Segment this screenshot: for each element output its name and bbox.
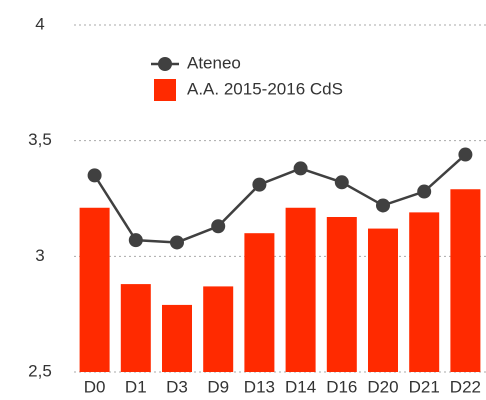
x-tick-label: D20	[367, 377, 398, 396]
line	[93, 153, 467, 244]
bar	[79, 207, 110, 372]
marker	[170, 235, 184, 250]
x-tick-label: D16	[326, 377, 357, 396]
x-tick-label: D1	[125, 377, 147, 396]
x-tick-label: D21	[409, 377, 440, 396]
bar	[368, 228, 398, 372]
marker	[211, 219, 226, 234]
y-tick-label: 2,5	[28, 361, 52, 380]
bar	[120, 284, 151, 372]
marker	[128, 233, 143, 248]
bar	[450, 189, 481, 372]
bar	[203, 286, 234, 372]
bar	[285, 207, 316, 372]
marker	[87, 168, 102, 183]
bar	[326, 217, 357, 372]
marker	[417, 184, 432, 199]
x-tick-label: D14	[285, 377, 316, 396]
bar	[244, 233, 275, 372]
marker	[293, 161, 308, 176]
legend-swatch	[154, 79, 176, 101]
marker	[376, 198, 390, 213]
y-tick-label: 3	[35, 246, 44, 265]
x-tick-label: D22	[450, 377, 481, 396]
bar	[409, 212, 440, 372]
legend-label: Ateneo	[187, 53, 241, 72]
x-tick-label: D9	[207, 377, 229, 396]
x-tick-label: D3	[166, 377, 188, 396]
bar	[162, 304, 192, 372]
marker	[252, 177, 267, 192]
y-tick-label: 3,5	[28, 130, 52, 149]
legend-label: A.A. 2015-2016 CdS	[187, 79, 343, 98]
x-tick-label: D0	[84, 377, 106, 396]
x-tick-label: D13	[244, 377, 275, 396]
marker	[334, 175, 349, 190]
marker	[458, 147, 473, 162]
y-tick-label: 4	[35, 14, 44, 33]
legend-marker	[158, 57, 172, 71]
